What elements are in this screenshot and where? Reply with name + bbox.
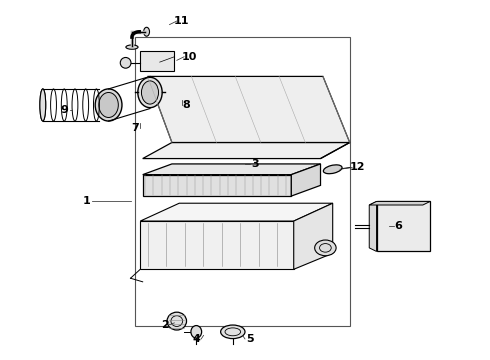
Ellipse shape: [191, 325, 202, 338]
Text: 8: 8: [183, 100, 191, 110]
Text: 12: 12: [349, 162, 365, 172]
Polygon shape: [376, 202, 430, 251]
Text: 3: 3: [251, 159, 259, 169]
Polygon shape: [320, 143, 350, 158]
Ellipse shape: [167, 312, 187, 330]
Bar: [135, 37, 350, 327]
Polygon shape: [143, 143, 350, 158]
Polygon shape: [143, 164, 320, 175]
Text: 2: 2: [161, 320, 169, 330]
Ellipse shape: [323, 165, 342, 174]
Ellipse shape: [99, 93, 118, 117]
Polygon shape: [140, 221, 294, 269]
Ellipse shape: [142, 81, 159, 104]
Ellipse shape: [220, 325, 245, 339]
Circle shape: [315, 240, 336, 256]
Text: 11: 11: [174, 16, 190, 26]
Text: 9: 9: [61, 105, 69, 115]
Polygon shape: [291, 164, 320, 196]
Polygon shape: [369, 202, 430, 205]
Ellipse shape: [120, 58, 131, 68]
Text: 1: 1: [83, 197, 91, 206]
Text: 6: 6: [394, 221, 402, 231]
Ellipse shape: [95, 89, 122, 121]
Ellipse shape: [144, 27, 149, 36]
Ellipse shape: [40, 89, 46, 121]
Bar: [140, 51, 174, 71]
Ellipse shape: [138, 77, 162, 108]
Ellipse shape: [126, 45, 138, 49]
Text: 5: 5: [246, 334, 254, 344]
Polygon shape: [369, 202, 376, 251]
Polygon shape: [147, 76, 350, 143]
Polygon shape: [294, 203, 333, 269]
Text: 4: 4: [193, 334, 200, 344]
Text: 7: 7: [131, 123, 139, 133]
Text: 10: 10: [181, 52, 196, 62]
Polygon shape: [140, 203, 333, 221]
Polygon shape: [143, 175, 291, 196]
